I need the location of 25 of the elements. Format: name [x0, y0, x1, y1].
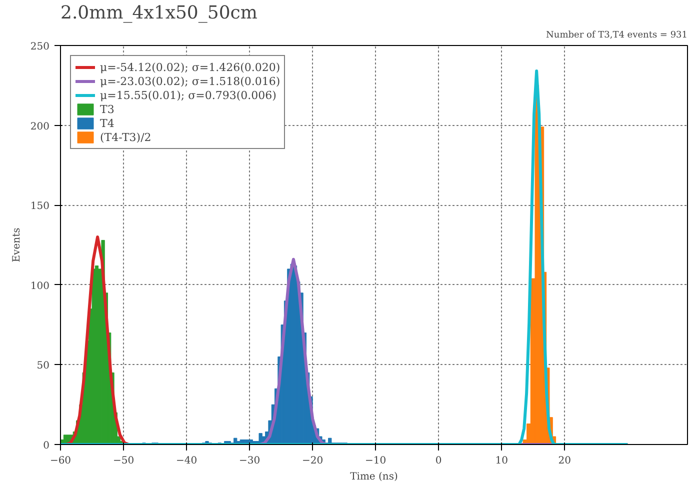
x-tick-label: −20 [302, 456, 324, 466]
x-axis-title: Time (ns) [350, 472, 398, 482]
x-tick-label: −60 [50, 456, 72, 466]
y-tick-label: 100 [30, 280, 50, 292]
x-tick-label: 10 [495, 456, 508, 466]
legend-label: μ=15.55(0.01); σ=0.793(0.006) [100, 88, 276, 102]
legend-label: T4 [100, 116, 116, 130]
legend-label: (T4-T3)/2 [100, 130, 152, 144]
x-tick-label: 0 [435, 456, 442, 466]
legend-label: μ=-54.12(0.02); σ=1.426(0.020) [100, 60, 280, 74]
y-tick-label: 250 [30, 42, 50, 52]
x-tick-label: −30 [238, 456, 260, 466]
x-tick-label: 20 [558, 456, 571, 466]
y-tick-label: 0 [43, 440, 50, 452]
legend-label: T3 [100, 102, 116, 116]
x-tick-label: −10 [365, 456, 386, 466]
legend-label: μ=-23.03(0.02); σ=1.518(0.016) [100, 74, 280, 88]
x-tick-label: −40 [176, 456, 198, 466]
x-tick-label: −50 [112, 456, 134, 466]
text: Number of T3,T4 events = 931 [546, 30, 688, 40]
y-tick-label: 200 [30, 121, 50, 132]
chart-title: 2.0mm_4x1x50_50cm [60, 2, 258, 24]
y-tick-label: 50 [36, 360, 50, 372]
y-axis-title: Events [11, 228, 22, 262]
y-tick-label: 150 [30, 201, 50, 212]
